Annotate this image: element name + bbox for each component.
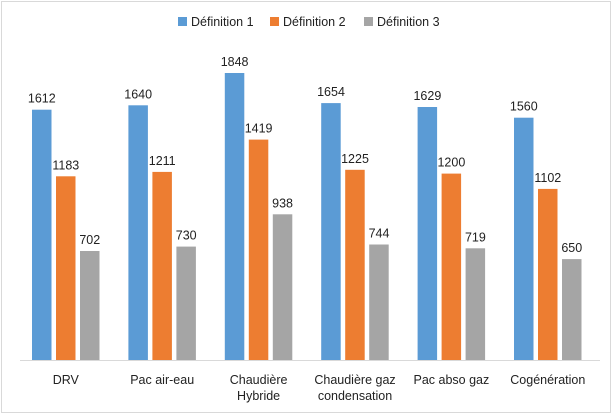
- category-label-4-line1: Chaudière gaz: [314, 373, 395, 387]
- category-label-6: Cogénération: [510, 373, 585, 387]
- data-label-s1-c1: 1612: [28, 92, 56, 106]
- category-label-3-line2: Hybride: [237, 389, 280, 403]
- data-label-s3-c2: 730: [176, 229, 197, 243]
- data-label-s2-c4: 1225: [341, 152, 369, 166]
- bar-s1-c3: [224, 73, 245, 360]
- bar-s2-c1: [56, 176, 76, 360]
- data-label-s3-c3: 938: [272, 196, 293, 210]
- data-label-s1-c6: 1560: [510, 100, 538, 114]
- bar-s1-c2: [128, 105, 148, 360]
- bar-s2-c4: [345, 169, 365, 360]
- data-label-s3-c4: 744: [369, 227, 390, 241]
- legend-label-2: Définition 2: [283, 15, 346, 29]
- legend-label-3: Définition 3: [377, 15, 440, 29]
- data-label-s2-c6: 1102: [534, 171, 561, 185]
- data-label-s1-c2: 1640: [124, 87, 152, 101]
- bar-s3-c1: [80, 251, 100, 360]
- data-label-s3-c6: 650: [561, 241, 582, 255]
- category-label-4-line2: condensation: [318, 389, 392, 403]
- bar-s2-c6: [538, 188, 558, 360]
- bar-s3-c2: [176, 246, 196, 360]
- legend-swatch-1: [178, 17, 187, 26]
- x-axis: DRV Pac air-eau Chaudière Hybride Chaudière …: [20, 360, 600, 403]
- bar-s2-c5: [441, 173, 462, 360]
- bar-s3-c6: [562, 259, 582, 360]
- legend-swatch-2: [270, 17, 279, 26]
- bar-s1-c5: [417, 107, 438, 360]
- data-label-s2-c1: 1183: [52, 158, 79, 172]
- bar-s2-c3: [248, 139, 269, 360]
- category-label-1: DRV: [53, 373, 80, 387]
- category-label-5: Pac abso gaz: [414, 373, 490, 387]
- data-label-s2-c3: 1419: [245, 122, 273, 136]
- category-label-3-line1: Chaudière: [230, 373, 288, 387]
- bar-s3-c5: [465, 248, 486, 360]
- data-label-s1-c4: 1654: [317, 85, 345, 99]
- bar-s1-c4: [321, 103, 341, 360]
- data-label-s1-c5: 1629: [413, 89, 441, 103]
- legend-swatch-3: [364, 17, 373, 26]
- data-label-s3-c1: 702: [79, 233, 100, 247]
- bar-s3-c3: [272, 214, 293, 360]
- data-label-s2-c2: 1211: [149, 154, 176, 168]
- legend-label-1: Définition 1: [191, 15, 254, 29]
- data-label-s1-c3: 1848: [221, 55, 249, 69]
- bar-s3-c4: [369, 244, 389, 360]
- data-label-s2-c5: 1200: [437, 156, 465, 170]
- bar-s1-c6: [514, 117, 534, 360]
- category-label-2: Pac air-eau: [130, 373, 194, 387]
- bar-s2-c2: [152, 171, 172, 360]
- data-label-s3-c5: 719: [465, 230, 486, 244]
- data-labels: 1612 1183 702 1640 1211 730 1848 1419 938 1654 122…: [28, 55, 582, 255]
- bars: [32, 73, 582, 360]
- legend: Définition 1 Définition 2 Définition 3: [178, 15, 440, 29]
- bar-s1-c1: [32, 109, 52, 360]
